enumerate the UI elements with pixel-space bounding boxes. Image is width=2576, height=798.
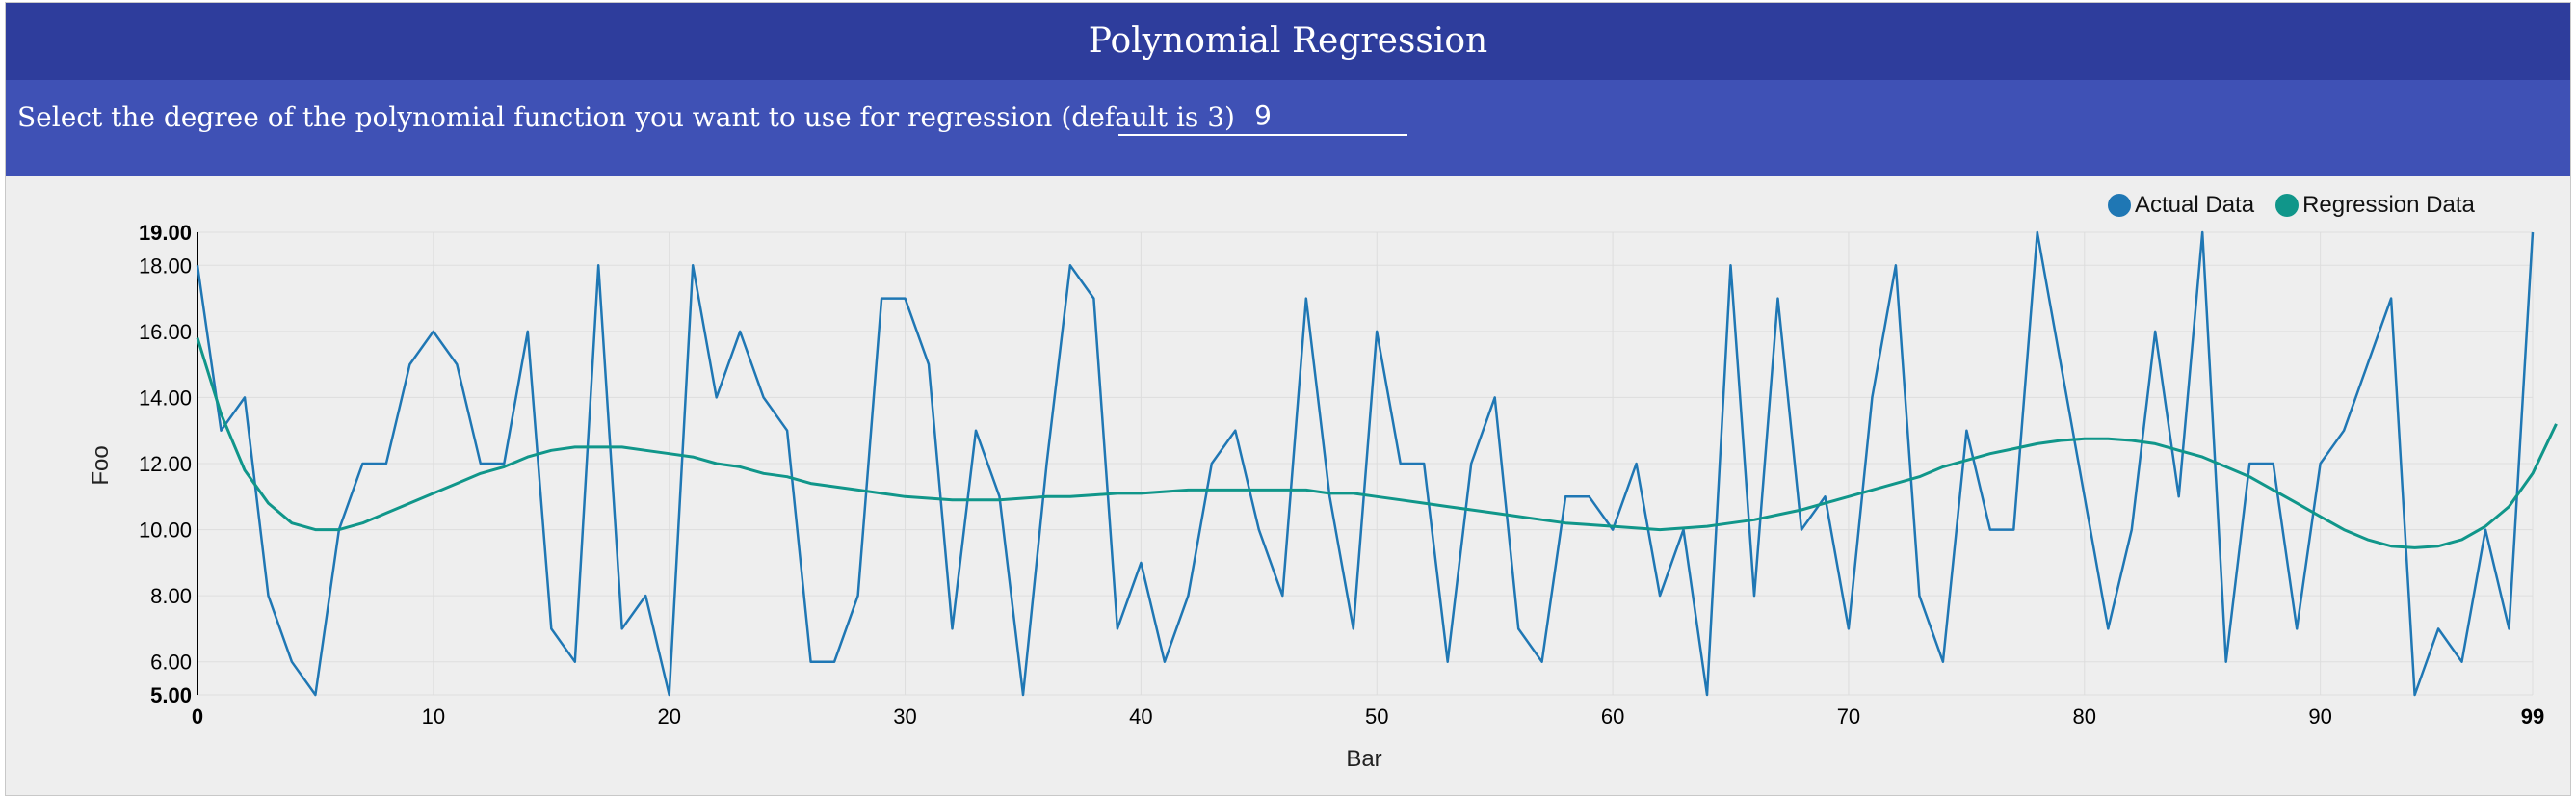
degree-prompt-label: Select the degree of the polynomial func…	[17, 101, 1235, 133]
app-frame: Polynomial Regression Select the degree …	[5, 2, 2571, 796]
degree-control-bar: Select the degree of the polynomial func…	[6, 80, 2570, 176]
y-axis-label: Foo	[88, 445, 114, 485]
x-tick-label: 50	[1365, 705, 1388, 729]
legend-label-actual: Actual Data	[2135, 192, 2255, 218]
page-title: Polynomial Regression	[1088, 21, 1488, 61]
chart-legend: Actual Data Regression Data	[2108, 192, 2496, 219]
legend-item-regression[interactable]: Regression Data	[2275, 192, 2475, 219]
x-tick-label: 90	[2308, 705, 2331, 729]
title-bar: Polynomial Regression	[6, 3, 2570, 80]
regression-chart: 5.00 6.00 8.00 10.00 12.00 14.00 16.00 18.00 19.…	[88, 221, 2558, 772]
y-tick-label: 12.00	[139, 452, 192, 476]
y-tick-label: 5.00	[150, 683, 192, 707]
x-tick-label: 10	[422, 705, 445, 729]
y-tick-label: 10.00	[139, 519, 192, 543]
x-tick-label: 70	[1837, 705, 1860, 729]
chart-series	[196, 230, 2558, 697]
actual-data-line	[196, 230, 2535, 697]
regression-data-line	[196, 337, 2558, 549]
legend-label-regression: Regression Data	[2302, 192, 2475, 218]
y-tick-label: 16.00	[139, 320, 192, 344]
x-tick-label: 30	[893, 705, 916, 729]
degree-input[interactable]	[1118, 95, 1407, 136]
x-axis-label: Bar	[1346, 746, 1381, 772]
x-tick-label: 80	[2073, 705, 2096, 729]
y-tick-label: 8.00	[150, 584, 192, 608]
y-tick-label: 18.00	[139, 253, 192, 278]
x-tick-label: 60	[1601, 705, 1624, 729]
x-tick-label: 99	[2521, 705, 2544, 729]
legend-swatch-regression	[2275, 194, 2300, 217]
x-tick-label: 0	[192, 705, 203, 729]
legend-item-actual[interactable]: Actual Data	[2108, 192, 2254, 219]
chart-axes: 5.00 6.00 8.00 10.00 12.00 14.00 16.00 18.00 19.…	[139, 221, 2544, 729]
y-tick-label: 6.00	[150, 651, 192, 675]
legend-swatch-actual	[2108, 194, 2131, 217]
y-tick-label: 14.00	[139, 386, 192, 410]
y-tick-label: 19.00	[139, 221, 192, 245]
x-tick-label: 20	[657, 705, 680, 729]
x-tick-label: 40	[1129, 705, 1152, 729]
